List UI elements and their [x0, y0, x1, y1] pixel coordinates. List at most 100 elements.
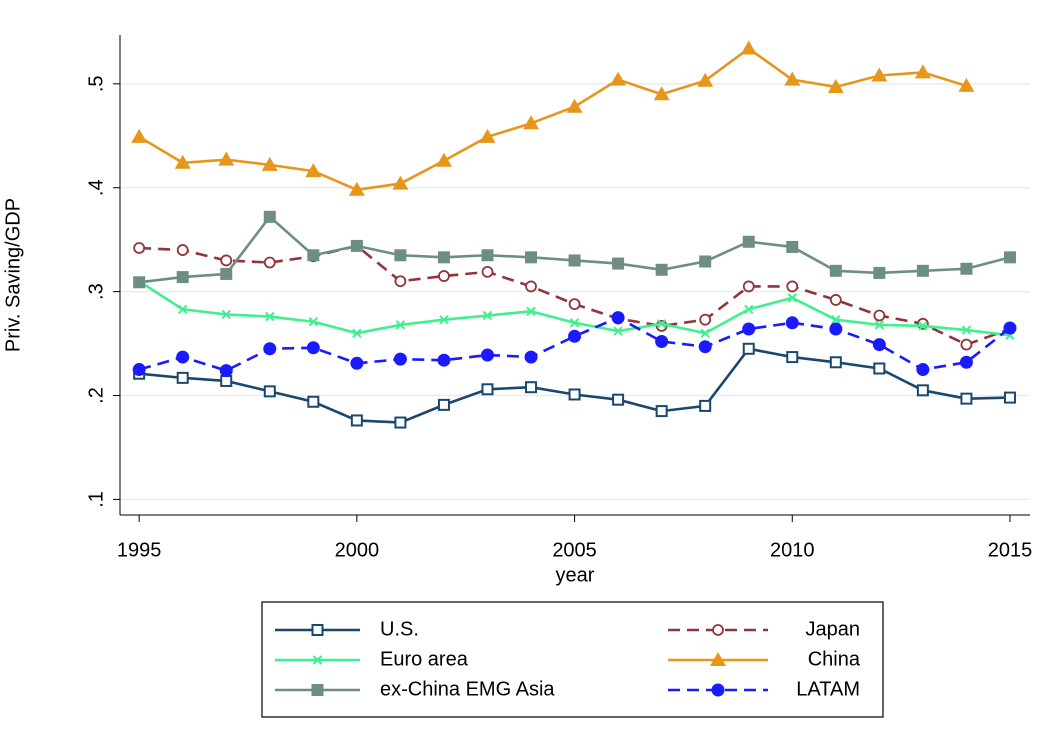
marker: [874, 320, 885, 330]
marker: [394, 249, 407, 262]
y-tick-label: .3: [85, 283, 107, 300]
marker: [352, 328, 362, 338]
marker: [312, 655, 323, 665]
series-line: [138, 46, 967, 192]
marker: [438, 270, 450, 282]
marker: [740, 40, 757, 55]
x-tick-label: 2010: [770, 539, 815, 561]
marker: [394, 275, 407, 288]
marker: [699, 255, 712, 268]
marker: [523, 115, 540, 130]
marker: [655, 405, 668, 418]
marker: [263, 256, 276, 269]
marker: [655, 334, 669, 348]
marker: [744, 304, 754, 314]
marker: [526, 306, 536, 317]
marker: [131, 128, 148, 143]
marker: [831, 314, 841, 325]
marker: [176, 244, 189, 256]
marker: [174, 154, 191, 169]
marker: [914, 64, 931, 79]
marker: [656, 319, 667, 329]
marker: [219, 364, 233, 378]
marker: [610, 71, 627, 86]
marker: [133, 242, 146, 254]
legend-label: Japan: [806, 618, 861, 640]
marker: [698, 340, 712, 354]
marker: [612, 393, 625, 406]
marker: [699, 399, 712, 412]
marker: [437, 398, 450, 411]
marker: [568, 388, 581, 401]
marker: [960, 338, 973, 351]
marker: [742, 280, 755, 293]
marker: [481, 265, 494, 278]
marker: [525, 251, 538, 264]
x-tick-label: 2005: [552, 539, 597, 561]
marker: [697, 72, 714, 87]
marker: [568, 254, 581, 267]
marker: [612, 257, 625, 270]
marker: [873, 266, 886, 279]
marker: [916, 384, 929, 397]
marker: [265, 311, 275, 322]
marker: [348, 181, 365, 196]
marker: [613, 326, 623, 336]
marker: [918, 321, 928, 331]
marker: [700, 328, 710, 338]
marker: [916, 264, 929, 277]
series-line: [138, 316, 1011, 372]
marker: [176, 271, 189, 284]
x-tick-label: 1995: [117, 539, 162, 561]
marker: [710, 652, 726, 666]
legend-label: ex-China EMG Asia: [380, 678, 555, 700]
x-tick-label: 2000: [335, 539, 380, 561]
marker: [742, 342, 755, 355]
marker: [873, 309, 886, 322]
marker: [566, 98, 583, 113]
legend-label: Euro area: [380, 648, 469, 670]
marker: [786, 351, 799, 364]
marker: [653, 86, 670, 101]
marker: [220, 267, 233, 280]
marker: [1003, 391, 1016, 404]
marker: [263, 385, 276, 398]
marker: [481, 383, 494, 396]
marker: [960, 262, 973, 275]
marker: [742, 235, 755, 248]
y-tick-label: .4: [85, 179, 107, 196]
y-tick-label: .2: [85, 387, 107, 404]
marker: [176, 371, 189, 384]
marker: [1003, 251, 1016, 264]
marker: [307, 249, 320, 262]
marker: [829, 356, 842, 369]
marker: [480, 348, 494, 362]
y-axis-title: Priv. Saving/GDP: [2, 198, 24, 352]
marker: [481, 249, 494, 262]
marker: [655, 263, 668, 276]
marker: [221, 309, 231, 320]
y-tick-label: .1: [85, 491, 107, 508]
marker: [784, 71, 801, 86]
marker: [437, 353, 451, 367]
marker: [1003, 321, 1017, 335]
legend-label: LATAM: [796, 678, 860, 700]
marker: [263, 342, 277, 356]
marker: [873, 362, 886, 375]
marker: [261, 156, 278, 171]
legend-label: China: [808, 648, 861, 670]
x-axis-title: year: [556, 564, 595, 586]
marker: [220, 254, 233, 267]
marker: [479, 128, 496, 143]
marker: [176, 350, 190, 364]
marker: [525, 381, 538, 394]
marker: [786, 280, 799, 293]
marker: [611, 311, 625, 325]
marker: [220, 374, 233, 387]
marker: [311, 684, 324, 696]
marker: [699, 313, 712, 326]
marker: [829, 264, 842, 277]
marker: [435, 152, 452, 167]
marker: [525, 280, 537, 293]
